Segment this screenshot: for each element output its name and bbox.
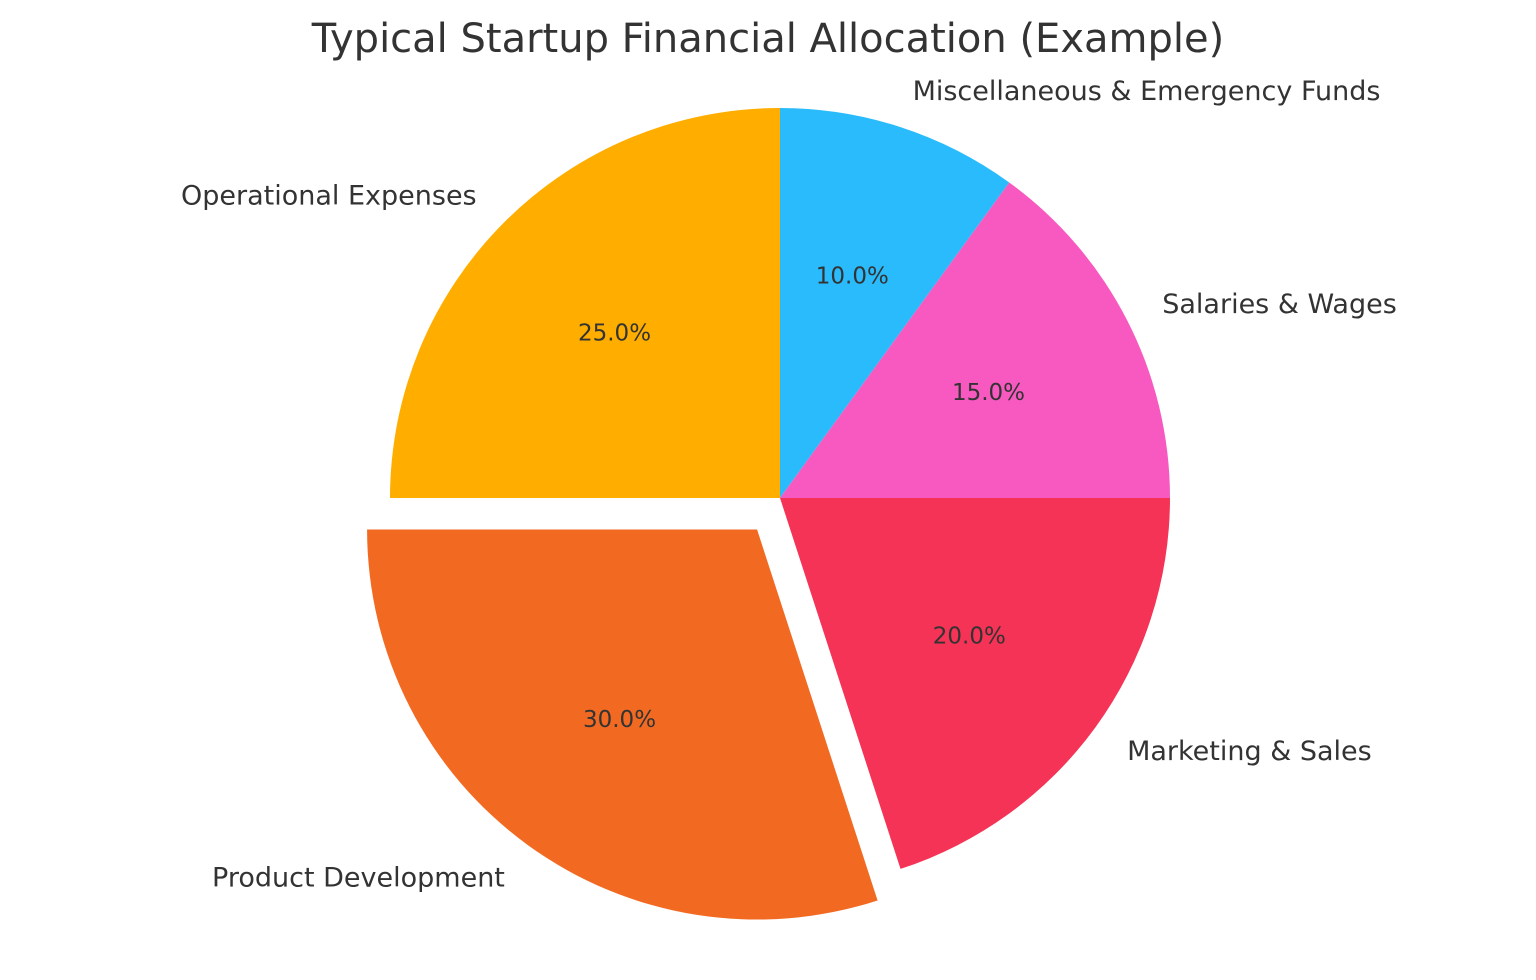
pie-slice-operational-expenses: [390, 108, 780, 498]
slice-percentage: 20.0%: [933, 624, 1006, 650]
slice-percentage: 30.0%: [583, 707, 656, 733]
pie-slice-product-development: [367, 529, 878, 920]
slice-category-label: Salaries & Wages: [1162, 289, 1397, 320]
slice-category-label: Product Development: [212, 863, 505, 894]
pie-slice-salaries-wages: [780, 182, 1170, 498]
category-labels: Miscellaneous & Emergency Funds Salaries …: [181, 76, 1397, 894]
pie-slice-miscellaneous-emergency-funds: [780, 108, 1010, 498]
slice-category-label: Operational Expenses: [181, 181, 477, 212]
pie-slice-marketing-sales: [780, 498, 1170, 869]
slice-percentage: 10.0%: [816, 263, 889, 289]
slice-percentage: 15.0%: [952, 380, 1025, 406]
slice-category-label: Miscellaneous & Emergency Funds: [913, 76, 1381, 107]
slice-category-label: Marketing & Sales: [1127, 736, 1372, 767]
pie-slices: [367, 108, 1170, 920]
slice-percentage: 25.0%: [578, 321, 651, 347]
chart-title: Typical Startup Financial Allocation (Ex…: [311, 16, 1224, 62]
percentage-labels: 10.0% 15.0% 20.0% 30.0% 25.0%: [578, 263, 1025, 732]
